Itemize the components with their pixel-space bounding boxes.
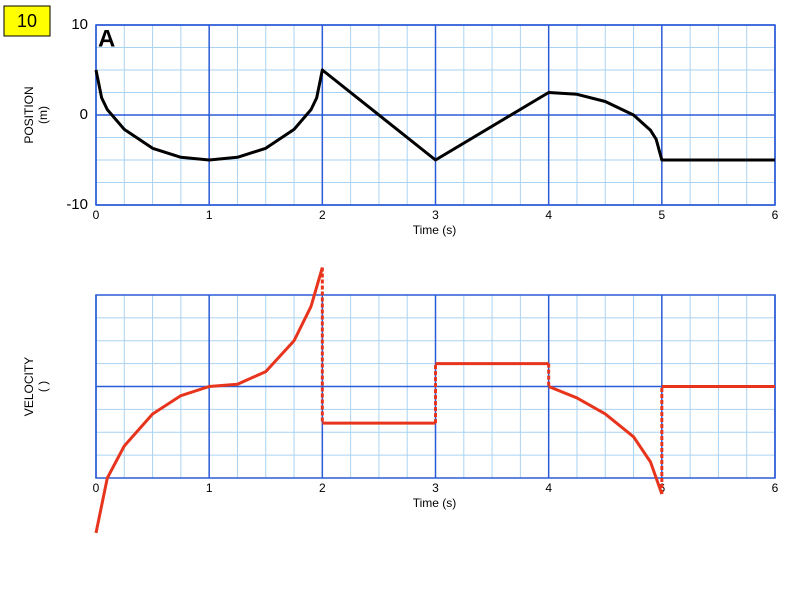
y-axis-label: ( ) (36, 381, 50, 392)
y-axis-label: VELOCITY (22, 357, 36, 416)
x-tick-label: 0 (93, 208, 100, 222)
y-tick-label: 10 (71, 16, 88, 33)
panel-label: A (98, 25, 115, 52)
page-badge (3, 5, 51, 37)
x-tick-label: 3 (432, 208, 439, 222)
plot-frame (95, 24, 776, 206)
page-number: 10 (17, 11, 37, 31)
x-axis-label: Time (s) (413, 223, 457, 237)
series-line (94, 267, 324, 534)
x-tick-label: 2 (319, 208, 326, 222)
x-axis-label: Time (s) (413, 496, 457, 510)
x-tick-label: 3 (432, 481, 439, 495)
series-line (94, 68, 775, 162)
x-tick-label: 4 (545, 481, 552, 495)
y-tick-label: -10 (66, 196, 88, 213)
x-tick-label: 0 (93, 481, 100, 495)
y-axis-label: POSITION (22, 86, 36, 143)
x-tick-label: 4 (545, 208, 552, 222)
x-tick-label: 6 (772, 208, 779, 222)
x-tick-label: 6 (772, 481, 779, 495)
y-tick-label: 0 (80, 106, 88, 123)
x-tick-label: 2 (319, 481, 326, 495)
x-tick-label: 1 (206, 481, 213, 495)
series-line (548, 385, 664, 495)
x-tick-label: 6 (658, 481, 665, 495)
x-tick-label: 1 (206, 208, 213, 222)
x-tick-label: 5 (658, 208, 665, 222)
y-axis-label: (m) (36, 106, 50, 124)
